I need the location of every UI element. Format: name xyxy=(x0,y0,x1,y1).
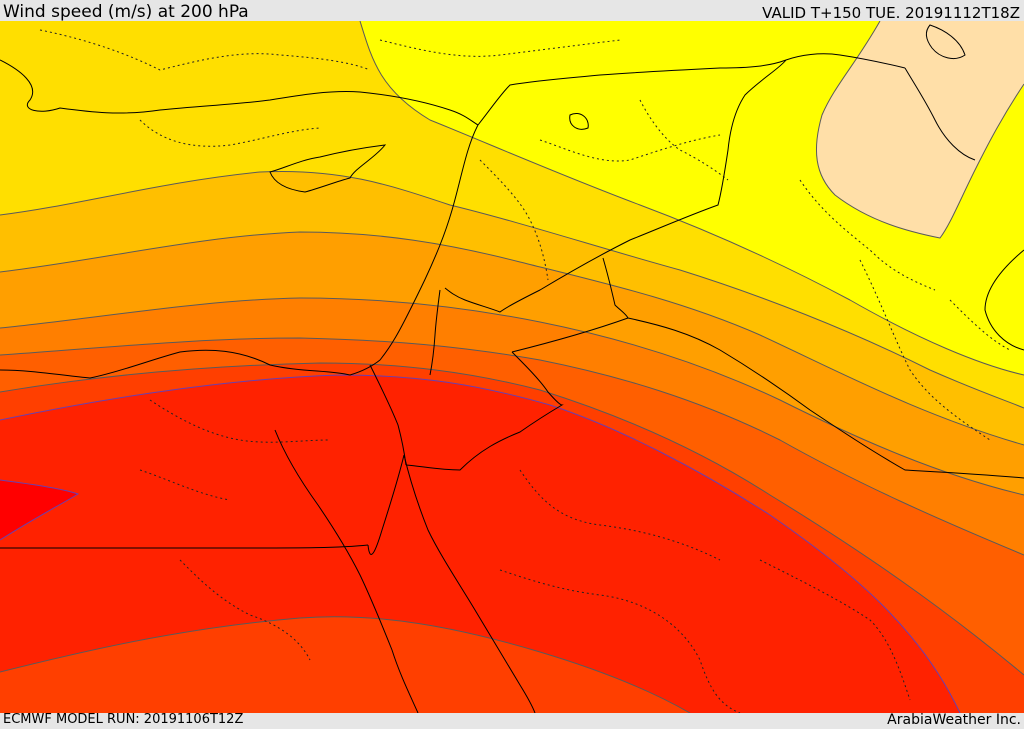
valid-time-label: VALID T+150 TUE. 20191112T18Z xyxy=(762,4,1020,22)
model-run-label: ECMWF MODEL RUN: 20191106T12Z xyxy=(3,712,244,727)
coastlines xyxy=(0,24,1024,713)
jet-core-contours xyxy=(0,374,961,713)
credit-label: ArabiaWeather Inc. xyxy=(887,712,1021,728)
admin-boundaries xyxy=(39,29,1011,713)
map-title: Wind speed (m/s) at 200 hPa xyxy=(3,2,249,22)
wind-speed-map xyxy=(0,21,1024,713)
band-orange-south xyxy=(0,616,690,713)
isotach-contours xyxy=(0,21,1024,713)
band-peak-red xyxy=(0,480,78,540)
band-peach-northeast xyxy=(816,21,1024,238)
country-borders xyxy=(0,53,1024,549)
